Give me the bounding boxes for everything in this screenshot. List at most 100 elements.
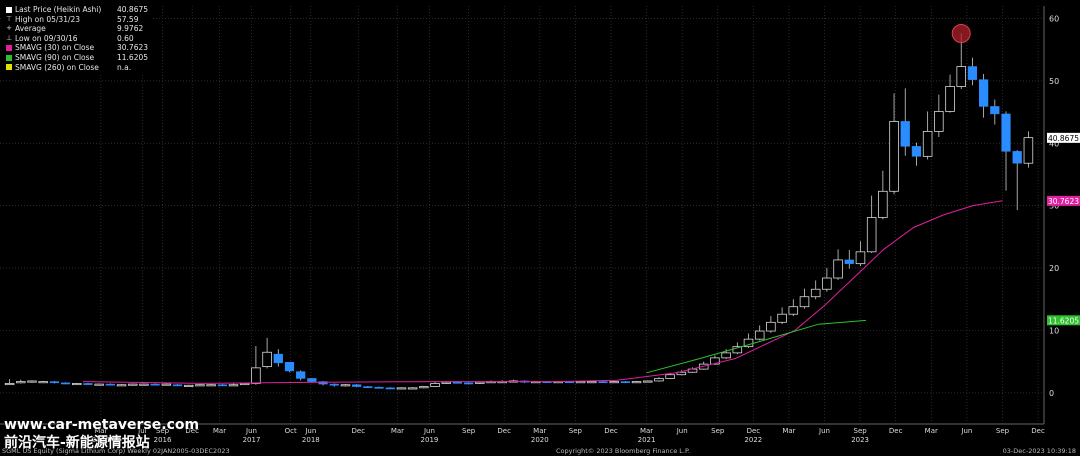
x-year-label: 2019 [421, 436, 439, 444]
candle-down [452, 381, 463, 384]
price-tag [1047, 132, 1080, 143]
y-tick-label: 50 [1049, 77, 1059, 86]
legend-glyph: + [6, 24, 12, 33]
price-tag-label: 11.6205 [1048, 316, 1079, 325]
legend-swatch [6, 6, 12, 13]
legend-glyph: ⊤ [6, 14, 13, 23]
candle-up [340, 384, 351, 387]
candle-down [990, 106, 1000, 115]
candle-up [743, 338, 754, 348]
candle-up [665, 374, 675, 379]
candle-up [855, 251, 866, 265]
x-tick-label: Dec [185, 427, 199, 435]
candle-up [1023, 137, 1034, 164]
legend-value: 11.6205 [117, 52, 149, 62]
candle-up [676, 371, 687, 376]
sma30-line [82, 200, 1003, 384]
candle-up [251, 367, 261, 384]
x-tick-label: Sep [462, 427, 476, 435]
candle-down [900, 121, 910, 147]
y-tick-label: 30 [1049, 202, 1059, 211]
footer-source: SGML US Equity (Sigma Lithium Corp) Week… [2, 447, 230, 455]
candle-up [575, 381, 586, 384]
candle-up [934, 111, 944, 132]
candle-up [16, 381, 26, 384]
candle-up [94, 383, 104, 386]
high-marker [951, 24, 971, 44]
candle-down [60, 382, 71, 385]
candle-up [766, 321, 776, 332]
candle-up [430, 383, 440, 387]
candle-down [363, 386, 373, 389]
candle-up [866, 217, 877, 253]
candle-down [329, 383, 339, 386]
legend-glyph: ⊥ [6, 33, 13, 42]
legend-label: Low on 09/30/16 [15, 33, 78, 43]
legend-swatch [6, 45, 12, 52]
legend-label: High on 05/31/23 [15, 14, 81, 24]
x-tick-label: Mar [782, 427, 795, 435]
candle-down [296, 371, 306, 379]
candle-up [228, 384, 239, 387]
legend-label: Average [15, 24, 46, 34]
candle-down [1012, 151, 1022, 164]
candle-up [419, 386, 429, 389]
legend-value: 30.7623 [117, 43, 149, 53]
candle-up [833, 259, 843, 279]
candle-up [441, 381, 451, 384]
footer-copyright: Copyright© 2023 Bloomberg Finance L.P. [556, 447, 690, 455]
legend-label: SMAVG (30) on Close [15, 43, 95, 53]
candle-up [475, 381, 485, 384]
legend-label: SMAVG (260) on Close [15, 62, 99, 72]
footer-timestamp: 03-Dec-2023 10:39:18 [1002, 447, 1076, 455]
x-year-label: 2018 [302, 436, 320, 444]
x-tick-label: Jun [423, 427, 435, 435]
legend-value: 0.60 [117, 33, 134, 43]
x-tick-label: Dec [747, 427, 761, 435]
candle-up [72, 383, 82, 386]
candle-down [352, 384, 362, 387]
y-tick-label: 20 [1049, 264, 1059, 273]
watermark-cn: 前沿汽车-新能源情报站 [4, 435, 150, 451]
x-tick-label: Sep [711, 427, 725, 435]
chart-footer: SGML US Equity (Sigma Lithium Corp) Week… [0, 446, 1080, 456]
candle-up [206, 384, 216, 387]
candle-up [922, 130, 933, 157]
x-tick-label: Dec [352, 427, 366, 435]
candle-down [49, 381, 59, 384]
x-year-label: 2017 [243, 436, 261, 444]
candle-up [777, 313, 787, 323]
x-tick-label: Jun [818, 427, 830, 435]
candle-up [4, 383, 15, 386]
candle-up [654, 378, 664, 382]
price-tag [1047, 315, 1080, 326]
y-tick-label: 10 [1049, 326, 1059, 335]
candle-down [464, 382, 474, 385]
candle-down [598, 381, 608, 384]
candle-up [407, 387, 418, 390]
candle-up [183, 384, 194, 387]
x-year-label: 2016 [154, 436, 172, 444]
x-tick-label: Sep [854, 427, 868, 435]
candle-down [83, 383, 93, 385]
candle-up [396, 387, 407, 390]
y-tick-label: 40 [1049, 139, 1059, 148]
candle-down [911, 146, 922, 157]
candle-down [284, 361, 295, 372]
legend-item: Last Price (Heikin Ashi) 40.8675 [6, 5, 148, 15]
candle-down [318, 381, 328, 385]
x-tick-label: Dec [497, 427, 511, 435]
x-tick-label: Mar [213, 427, 226, 435]
x-tick-label: Sep [569, 427, 583, 435]
candle-up [788, 306, 799, 315]
x-year-label: 2023 [851, 436, 869, 444]
x-tick-label: Dec [889, 427, 903, 435]
candle-up [116, 384, 127, 387]
x-tick-label: Jul [137, 427, 147, 435]
legend-item: SMAVG (30) on Close 30.7623 [6, 43, 148, 53]
legend-label: Last Price (Heikin Ashi) [15, 5, 102, 14]
candle-down [172, 384, 183, 387]
x-tick-label: Jun [304, 427, 316, 435]
y-tick-label: 60 [1049, 14, 1059, 23]
